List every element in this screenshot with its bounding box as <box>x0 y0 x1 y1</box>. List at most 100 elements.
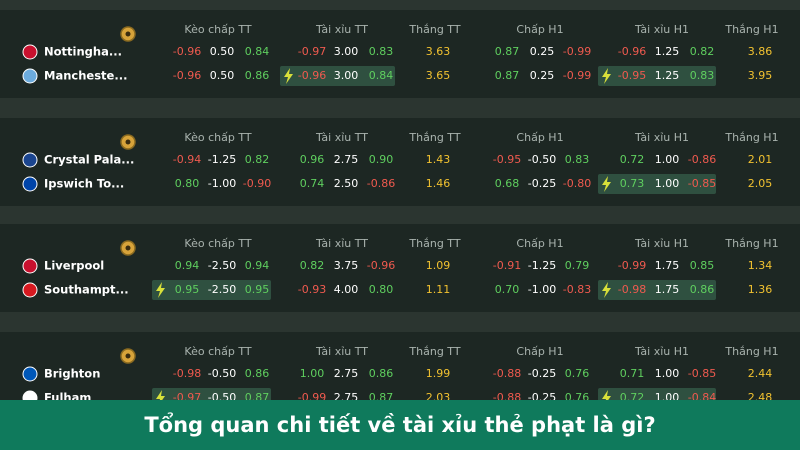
odds-value[interactable]: 0.83 <box>690 69 715 82</box>
odds-value[interactable]: 1.00 <box>655 153 680 166</box>
odds-value[interactable]: 0.25 <box>530 45 555 58</box>
odds-value[interactable]: -0.96 <box>173 69 201 82</box>
team-name[interactable]: Brighton <box>44 367 100 381</box>
odds-value[interactable]: 0.76 <box>565 367 590 380</box>
odds-value[interactable]: 0.86 <box>245 69 270 82</box>
team-name[interactable]: Crystal Pala... <box>44 153 134 167</box>
odds-value[interactable]: 0.86 <box>690 283 715 296</box>
odds-value[interactable]: 0.86 <box>245 367 270 380</box>
odds-value[interactable]: 1.00 <box>655 177 680 190</box>
odds-value[interactable]: 3.75 <box>334 259 359 272</box>
odds-value[interactable]: 0.94 <box>245 259 270 272</box>
odds-value[interactable]: 1.75 <box>655 259 680 272</box>
odds-value[interactable]: -0.83 <box>563 283 591 296</box>
odds-value[interactable]: -0.97 <box>298 45 326 58</box>
boosted-odds-box[interactable] <box>598 66 716 86</box>
odds-value[interactable]: 0.95 <box>175 283 200 296</box>
odds-value[interactable]: -0.94 <box>173 153 201 166</box>
odds-value[interactable]: -0.50 <box>528 153 556 166</box>
odds-value[interactable]: 0.90 <box>369 153 394 166</box>
odds-value[interactable]: -0.96 <box>618 45 646 58</box>
odds-value[interactable]: 0.80 <box>175 177 200 190</box>
odds-value[interactable]: 1.36 <box>748 283 773 296</box>
odds-value[interactable]: 0.82 <box>245 153 270 166</box>
odds-value[interactable]: -0.86 <box>688 153 716 166</box>
odds-value[interactable]: 2.75 <box>334 153 359 166</box>
odds-value[interactable]: 3.95 <box>748 69 773 82</box>
odds-value[interactable]: 0.87 <box>495 45 520 58</box>
odds-value[interactable]: -0.99 <box>563 69 591 82</box>
odds-value[interactable]: -0.85 <box>688 177 716 190</box>
boosted-odds-box[interactable] <box>598 174 716 194</box>
odds-value[interactable]: 2.75 <box>334 367 359 380</box>
team-name[interactable]: Southampt... <box>44 283 129 297</box>
odds-value[interactable]: -0.95 <box>493 153 521 166</box>
odds-value[interactable]: 1.46 <box>426 177 451 190</box>
odds-value[interactable]: 0.87 <box>495 69 520 82</box>
odds-value[interactable]: 0.73 <box>620 177 645 190</box>
odds-value[interactable]: 4.00 <box>334 283 359 296</box>
odds-value[interactable]: 3.86 <box>748 45 773 58</box>
odds-value[interactable]: -2.50 <box>208 283 236 296</box>
team-name[interactable]: Mancheste... <box>44 69 127 83</box>
odds-value[interactable]: 1.34 <box>748 259 773 272</box>
odds-value[interactable]: -0.25 <box>528 177 556 190</box>
odds-value[interactable]: -0.93 <box>298 283 326 296</box>
odds-value[interactable]: -0.98 <box>618 283 646 296</box>
odds-value[interactable]: 3.00 <box>334 45 359 58</box>
odds-value[interactable]: 2.50 <box>334 177 359 190</box>
odds-value[interactable]: 1.09 <box>426 259 451 272</box>
odds-value[interactable]: 0.70 <box>495 283 520 296</box>
odds-value[interactable]: 2.05 <box>748 177 773 190</box>
odds-value[interactable]: 0.95 <box>245 283 270 296</box>
boosted-odds-box[interactable] <box>598 280 716 300</box>
odds-value[interactable]: 0.82 <box>690 45 715 58</box>
odds-value[interactable]: 0.68 <box>495 177 520 190</box>
odds-value[interactable]: -0.85 <box>688 367 716 380</box>
odds-value[interactable]: 0.71 <box>620 367 645 380</box>
odds-value[interactable]: 0.50 <box>210 45 235 58</box>
odds-value[interactable]: -0.91 <box>493 259 521 272</box>
odds-value[interactable]: 0.74 <box>300 177 325 190</box>
team-name[interactable]: Nottingha... <box>44 45 122 59</box>
odds-value[interactable]: -0.99 <box>563 45 591 58</box>
odds-value[interactable]: -1.25 <box>528 259 556 272</box>
odds-value[interactable]: 1.00 <box>300 367 325 380</box>
odds-value[interactable]: -0.95 <box>618 69 646 82</box>
odds-value[interactable]: 0.85 <box>690 259 715 272</box>
odds-value[interactable]: -0.50 <box>208 367 236 380</box>
odds-value[interactable]: 1.11 <box>426 283 451 296</box>
odds-value[interactable]: 3.00 <box>334 69 359 82</box>
boosted-odds-box[interactable] <box>280 66 395 86</box>
odds-value[interactable]: -0.25 <box>528 367 556 380</box>
odds-value[interactable]: -0.96 <box>173 45 201 58</box>
odds-value[interactable]: 0.79 <box>565 259 590 272</box>
team-name[interactable]: Ipswich To... <box>44 177 124 191</box>
odds-value[interactable]: 0.82 <box>300 259 325 272</box>
odds-value[interactable]: -0.86 <box>367 177 395 190</box>
odds-value[interactable]: 0.86 <box>369 367 394 380</box>
odds-value[interactable]: 1.99 <box>426 367 451 380</box>
odds-value[interactable]: 0.84 <box>369 69 394 82</box>
odds-value[interactable]: 1.25 <box>655 69 680 82</box>
odds-value[interactable]: 0.83 <box>565 153 590 166</box>
odds-value[interactable]: 1.00 <box>655 367 680 380</box>
odds-value[interactable]: 0.83 <box>369 45 394 58</box>
odds-value[interactable]: 0.25 <box>530 69 555 82</box>
odds-value[interactable]: -1.00 <box>528 283 556 296</box>
odds-value[interactable]: -2.50 <box>208 259 236 272</box>
odds-value[interactable]: -0.90 <box>243 177 271 190</box>
odds-value[interactable]: 0.80 <box>369 283 394 296</box>
odds-value[interactable]: -0.96 <box>367 259 395 272</box>
odds-value[interactable]: -0.88 <box>493 367 521 380</box>
odds-value[interactable]: -1.00 <box>208 177 236 190</box>
odds-value[interactable]: 0.84 <box>245 45 270 58</box>
odds-value[interactable]: 2.44 <box>748 367 773 380</box>
odds-value[interactable]: -0.80 <box>563 177 591 190</box>
odds-value[interactable]: 1.25 <box>655 45 680 58</box>
odds-value[interactable]: 3.65 <box>426 69 451 82</box>
odds-value[interactable]: 0.72 <box>620 153 645 166</box>
odds-value[interactable]: 1.43 <box>426 153 451 166</box>
boosted-odds-box[interactable] <box>152 280 271 300</box>
odds-value[interactable]: 0.96 <box>300 153 325 166</box>
